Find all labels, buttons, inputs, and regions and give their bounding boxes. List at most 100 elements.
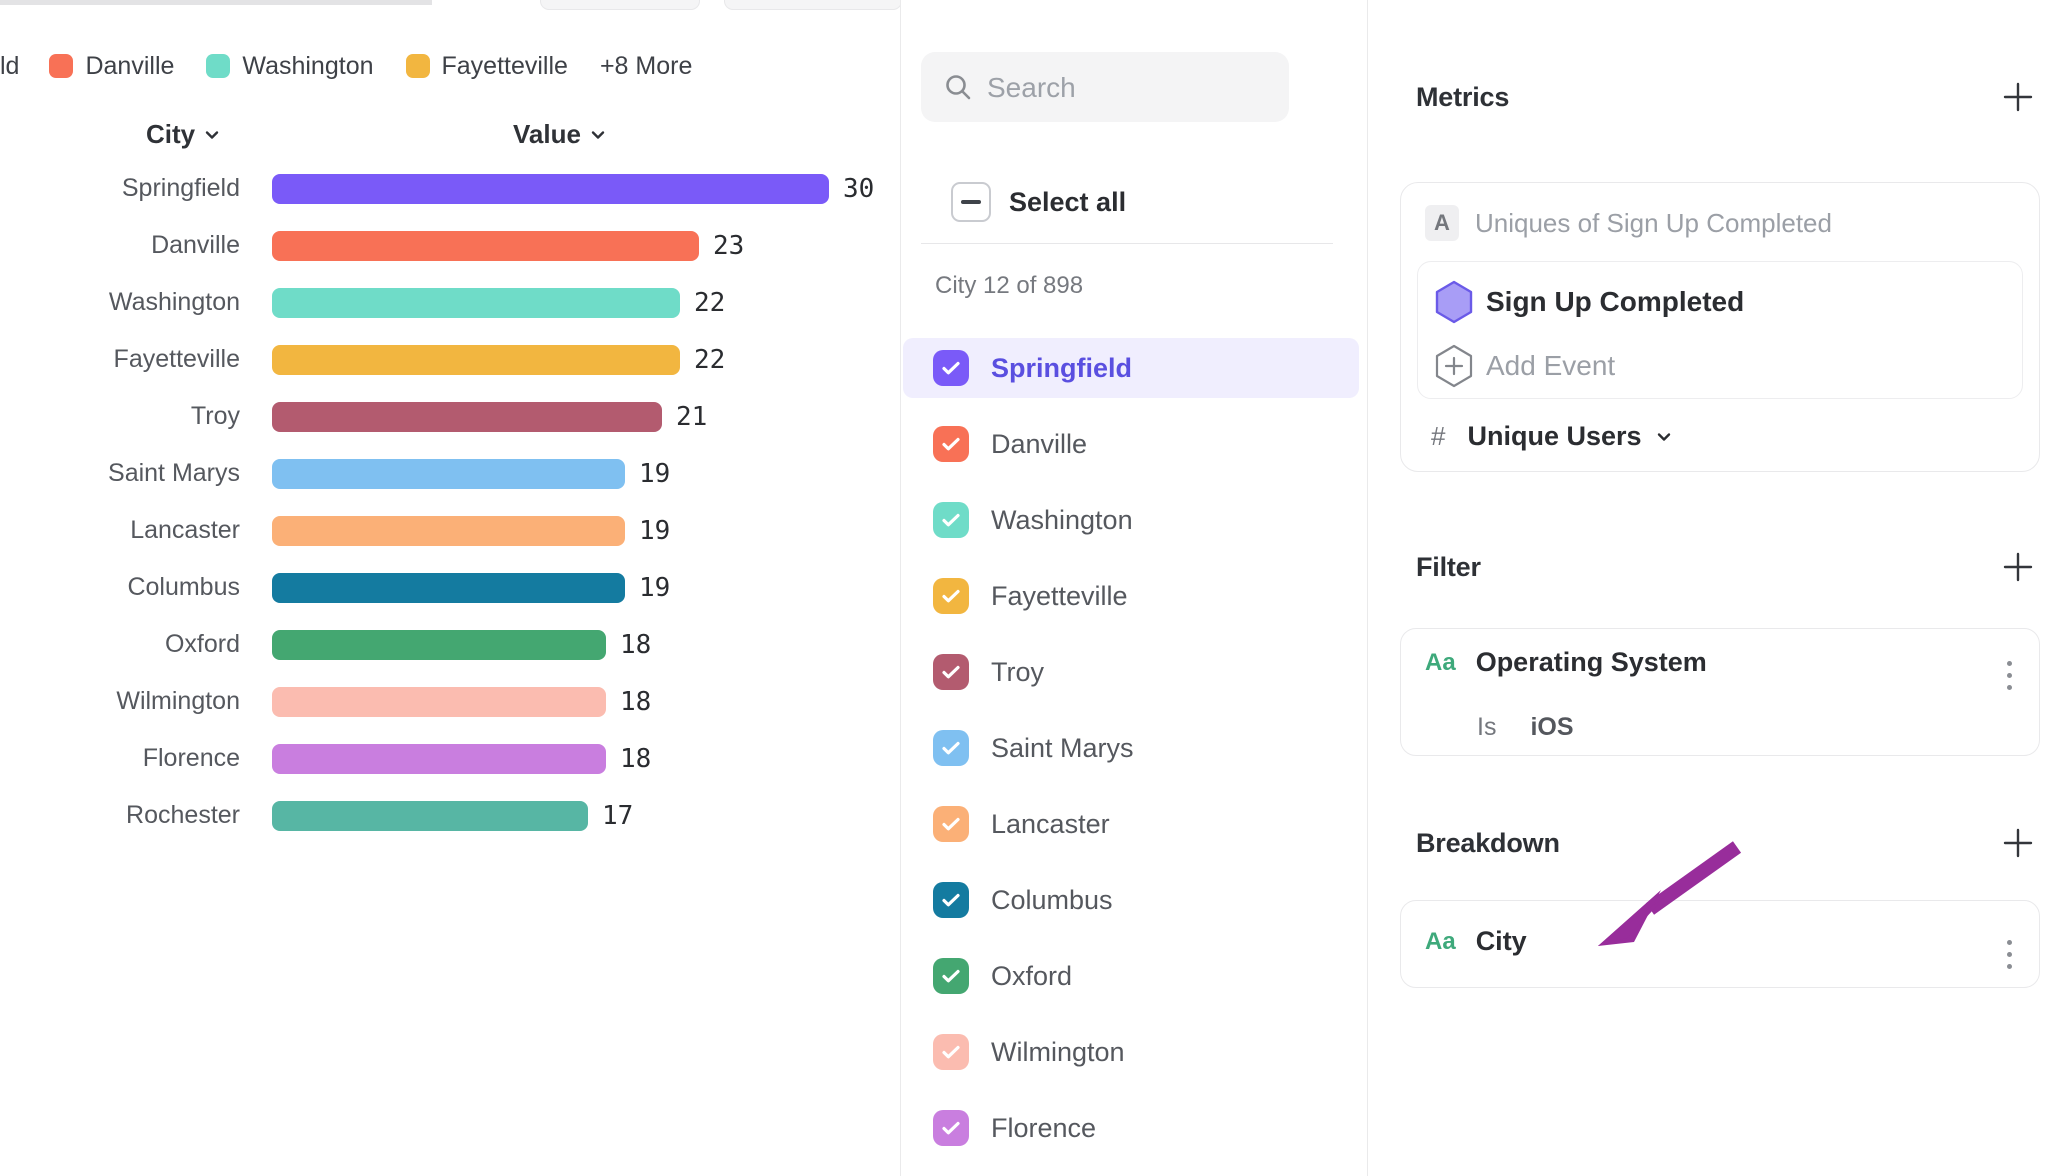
- city-checkbox-checked[interactable]: [933, 350, 969, 386]
- city-checkbox-checked[interactable]: [933, 578, 969, 614]
- select-all-label: Select all: [1009, 186, 1127, 217]
- add-breakdown-button[interactable]: [1996, 821, 2040, 865]
- city-name-label: Columbus: [991, 884, 1113, 915]
- breakdown-kebab-menu[interactable]: [1999, 936, 2019, 972]
- legend-more-button[interactable]: +8 More: [599, 51, 693, 80]
- select-all-row[interactable]: Select all: [933, 182, 1126, 222]
- plus-icon: [2003, 82, 2033, 112]
- city-list-item[interactable]: Springfield: [903, 338, 1359, 398]
- bar[interactable]: [272, 800, 588, 831]
- city-list-item[interactable]: Fayetteville: [903, 566, 1359, 626]
- bar[interactable]: [272, 173, 829, 204]
- city-name-label: Saint Marys: [991, 732, 1134, 763]
- bar[interactable]: [272, 458, 625, 489]
- breakdown-property-name: City: [1475, 926, 1527, 956]
- add-event-label: Add Event: [1486, 350, 1616, 381]
- city-list-item[interactable]: Columbus: [903, 870, 1359, 930]
- metrics-section-title: Metrics: [1416, 82, 1510, 112]
- search-input[interactable]: [985, 52, 1279, 124]
- filter-value[interactable]: iOS: [1530, 713, 1574, 741]
- city-checkbox-checked[interactable]: [933, 806, 969, 842]
- bar-chart-row: Florence 18: [0, 730, 900, 787]
- legend-item[interactable]: Danville: [49, 52, 174, 81]
- bar-category-label: Saint Marys: [108, 459, 240, 487]
- city-list-item[interactable]: Oxford: [903, 946, 1359, 1006]
- bar[interactable]: [272, 401, 662, 432]
- city-list-item[interactable]: Troy: [903, 642, 1359, 702]
- city-list-item[interactable]: Wilmington: [903, 1022, 1359, 1082]
- filter-property-row[interactable]: Aa Operating System: [1425, 647, 1707, 678]
- city-name-label: Wilmington: [991, 1036, 1125, 1067]
- city-list-item[interactable]: Saint Marys: [903, 718, 1359, 778]
- city-checkbox-checked[interactable]: [933, 502, 969, 538]
- metric-card: A Uniques of Sign Up Completed Sign Up C…: [1400, 182, 2040, 472]
- breakdown-property-row[interactable]: Aa City: [1425, 926, 1527, 957]
- column-header-city[interactable]: City: [146, 119, 221, 150]
- bar[interactable]: [272, 743, 606, 774]
- divider: [921, 243, 1333, 244]
- filter-kebab-menu[interactable]: [1999, 657, 2019, 693]
- legend-item-label: Danville: [85, 51, 175, 80]
- bar-chart-row: Troy 21: [0, 388, 900, 445]
- bar[interactable]: [272, 686, 606, 717]
- metric-formula-row[interactable]: A Uniques of Sign Up Completed: [1425, 205, 1832, 241]
- city-name-label: Lancaster: [991, 808, 1110, 839]
- check-icon: [942, 817, 960, 831]
- add-filter-button[interactable]: [1996, 545, 2040, 589]
- check-icon: [942, 361, 960, 375]
- add-event-row[interactable]: Add Event: [1434, 344, 1615, 388]
- city-checkbox-checked[interactable]: [933, 1034, 969, 1070]
- check-icon: [942, 665, 960, 679]
- check-icon: [942, 437, 960, 451]
- check-icon: [942, 589, 960, 603]
- add-metric-button[interactable]: [1996, 75, 2040, 119]
- bar-chart-row: Rochester 17: [0, 787, 900, 844]
- bar-chart-row: Columbus 19: [0, 559, 900, 616]
- filter-operator[interactable]: Is: [1477, 713, 1497, 741]
- bar-value-label: 19: [639, 458, 671, 489]
- filter-condition-row[interactable]: Is iOS: [1477, 713, 1574, 742]
- plus-icon: [2003, 552, 2033, 582]
- filter-section-title: Filter: [1416, 552, 1481, 582]
- bar-chart-row: Wilmington 18: [0, 673, 900, 730]
- bar-value-label: 19: [639, 572, 671, 603]
- bar[interactable]: [272, 287, 680, 318]
- city-list-item[interactable]: Danville: [903, 414, 1359, 474]
- bar[interactable]: [272, 629, 606, 660]
- legend-item[interactable]: Fayetteville: [405, 52, 568, 81]
- city-checkbox-checked[interactable]: [933, 1110, 969, 1146]
- city-list-item[interactable]: Florence: [903, 1098, 1359, 1158]
- bar[interactable]: [272, 344, 680, 375]
- city-checkbox-checked[interactable]: [933, 730, 969, 766]
- bar[interactable]: [272, 515, 625, 546]
- city-checkbox-checked[interactable]: [933, 958, 969, 994]
- select-all-checkbox-indeterminate[interactable]: [951, 182, 991, 222]
- top-cutoff-chip: [540, 0, 700, 10]
- city-checkbox-checked[interactable]: [933, 426, 969, 462]
- column-header-value[interactable]: Value: [513, 119, 607, 150]
- bar-category-label: Florence: [142, 744, 240, 772]
- chevron-down-icon: [205, 130, 219, 139]
- event-row[interactable]: Sign Up Completed: [1434, 280, 1744, 324]
- event-name: Sign Up Completed: [1486, 286, 1745, 317]
- breakdown-card: Aa City: [1400, 900, 2040, 988]
- city-checkbox-checked[interactable]: [933, 882, 969, 918]
- city-list-item[interactable]: Lancaster: [903, 794, 1359, 854]
- bar-category-label: Danville: [151, 231, 240, 259]
- check-icon: [942, 969, 960, 983]
- measure-dropdown[interactable]: # Unique Users: [1431, 421, 1674, 452]
- measure-label: Unique Users: [1467, 421, 1642, 451]
- bar[interactable]: [272, 572, 625, 603]
- filter-property-name: Operating System: [1475, 647, 1707, 677]
- check-icon: [942, 1045, 960, 1059]
- legend-item[interactable]: Washington: [206, 52, 374, 81]
- bar-value-label: 23: [713, 230, 745, 261]
- chart-legend: ld Danville Washington Fayetteville +8 M…: [0, 48, 692, 84]
- bar-category-label: Washington: [108, 288, 240, 316]
- city-checkbox-checked[interactable]: [933, 654, 969, 690]
- legend-item-truncated[interactable]: ld: [0, 51, 20, 80]
- city-name-label: Danville: [991, 428, 1088, 459]
- bar[interactable]: [272, 230, 699, 261]
- city-list-item[interactable]: Washington: [903, 490, 1359, 550]
- hash-icon: #: [1431, 421, 1446, 451]
